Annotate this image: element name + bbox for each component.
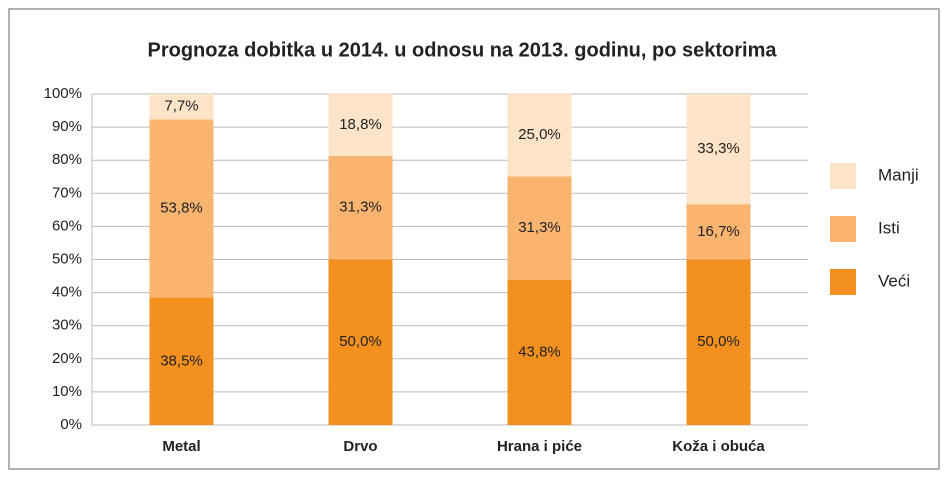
data-label: 7,7%: [164, 98, 198, 115]
data-label: 18,8%: [339, 116, 382, 133]
y-tick-label: 70%: [52, 184, 82, 201]
y-tick-label: 0%: [60, 416, 82, 433]
y-tick-label: 30%: [52, 317, 82, 334]
bar-segment: [149, 297, 214, 425]
y-tick-label: 100%: [44, 85, 82, 102]
bar-segment: [507, 176, 572, 281]
legend-label: Manji: [878, 165, 919, 184]
legend-swatch: [830, 269, 856, 295]
y-tick-label: 10%: [52, 383, 82, 400]
bar-segment: [686, 94, 751, 205]
legend-swatch: [830, 216, 856, 242]
x-tick-label: Metal: [162, 438, 200, 455]
bar-segment: [149, 119, 214, 298]
y-tick-label: 50%: [52, 250, 82, 267]
data-label: 50,0%: [339, 333, 382, 350]
legend-swatch: [830, 163, 856, 189]
bar-segment: [149, 94, 214, 120]
x-tick-label: Drvo: [343, 438, 377, 455]
data-label: 53,8%: [160, 199, 203, 216]
data-label: 25,0%: [518, 126, 561, 143]
data-label: 31,3%: [339, 199, 382, 216]
bar-segment: [328, 259, 393, 425]
bar-segment: [328, 93, 393, 156]
data-label: 50,0%: [697, 333, 740, 350]
x-tick-label: Koža i obuća: [672, 438, 765, 455]
y-tick-label: 60%: [52, 217, 82, 234]
legend-label: Isti: [878, 218, 900, 237]
y-tick-label: 90%: [52, 118, 82, 135]
data-label: 31,3%: [518, 219, 561, 236]
chart-title: Prognoza dobitka u 2014. u odnosu na 201…: [148, 39, 778, 61]
y-tick-label: 40%: [52, 284, 82, 301]
bar-segment: [686, 204, 751, 260]
x-tick-label: Hrana i piće: [497, 438, 582, 455]
chart-frame: [8, 8, 940, 470]
bar-segment: [507, 93, 572, 177]
data-label: 38,5%: [160, 352, 203, 369]
y-tick-label: 80%: [52, 151, 82, 168]
data-label: 16,7%: [697, 223, 740, 240]
data-label: 43,8%: [518, 343, 561, 360]
bar-segment: [686, 259, 751, 425]
bar-segment: [507, 280, 572, 425]
legend-label: Veći: [878, 271, 910, 290]
bar-segment: [328, 155, 393, 260]
data-label: 33,3%: [697, 140, 740, 157]
y-tick-label: 20%: [52, 350, 82, 367]
